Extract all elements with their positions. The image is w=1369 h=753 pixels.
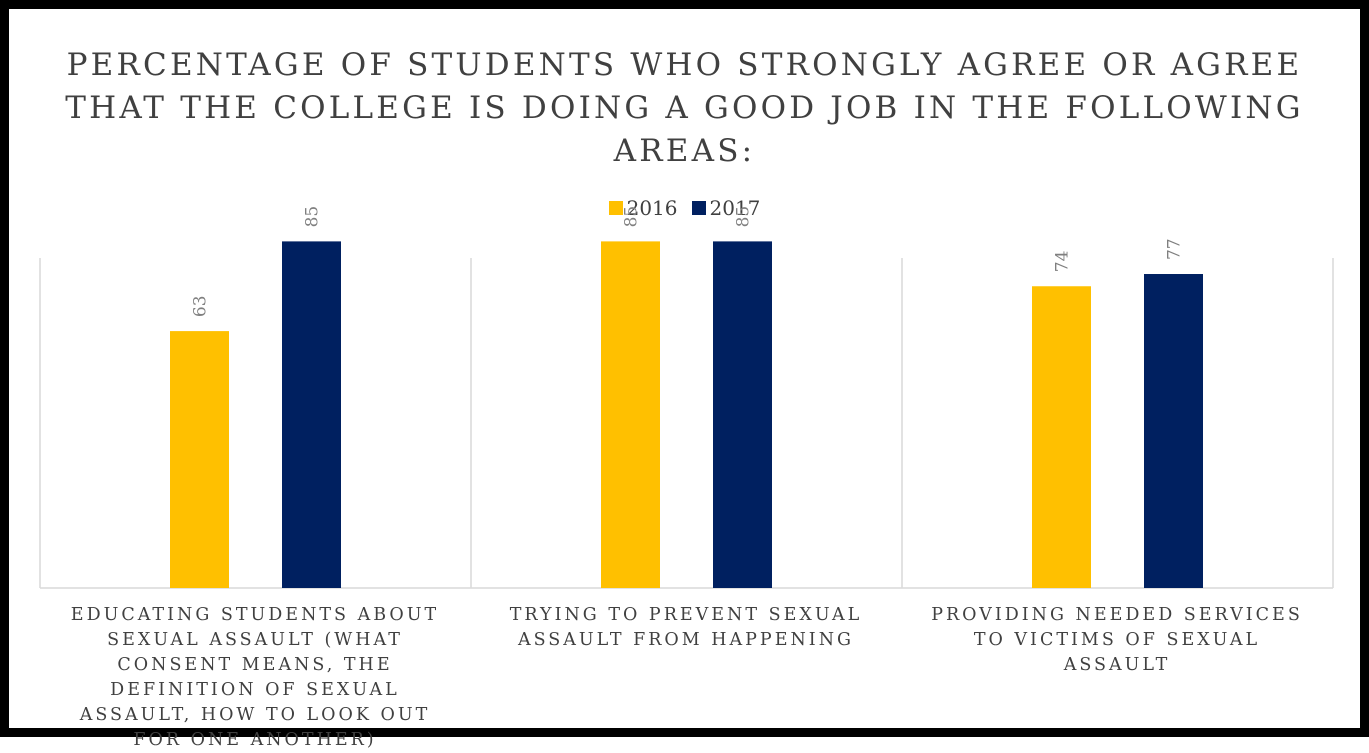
legend-swatch-2017 [691, 201, 706, 215]
data-label-2017-services: 77 [1165, 238, 1185, 260]
bar-2016-preventing [601, 241, 660, 588]
bar-2017-educating [282, 241, 341, 588]
data-label-2017-preventing: 85 [734, 206, 754, 228]
bar-2017-preventing [713, 241, 772, 588]
bar-2016-services [1032, 286, 1091, 588]
data-label-2016-preventing: 85 [622, 206, 642, 228]
bar-2017-services [1144, 274, 1203, 588]
chart-legend: 2016 2017 [0, 196, 1369, 220]
bar-2016-educating [170, 331, 229, 588]
data-label-2016-educating: 63 [191, 295, 211, 317]
category-label-preventing: TRYING TO PREVENT SEXUAL ASSAULT FROM HA… [509, 605, 863, 650]
chart-title: PERCENTAGE OF STUDENTS WHO STRONGLY AGRE… [65, 47, 1304, 169]
category-label-educating: EDUCATING STUDENTS ABOUT SEXUAL ASSAULT … [70, 605, 440, 750]
data-label-2017-educating: 85 [303, 206, 323, 228]
legend-swatch-2016 [608, 201, 623, 215]
legend-item-2016: 2016 [608, 196, 678, 220]
legend-label-2016: 2016 [626, 196, 678, 220]
category-label-services: PROVIDING NEEDED SERVICES TO VICTIMS OF … [931, 605, 1303, 675]
data-label-2016-services: 74 [1053, 251, 1073, 273]
legend-item-2017: 2017 [691, 196, 761, 220]
legend-label-2017: 2017 [709, 196, 761, 220]
bar-chart: 63 85 85 85 74 77 [39, 206, 1334, 589]
